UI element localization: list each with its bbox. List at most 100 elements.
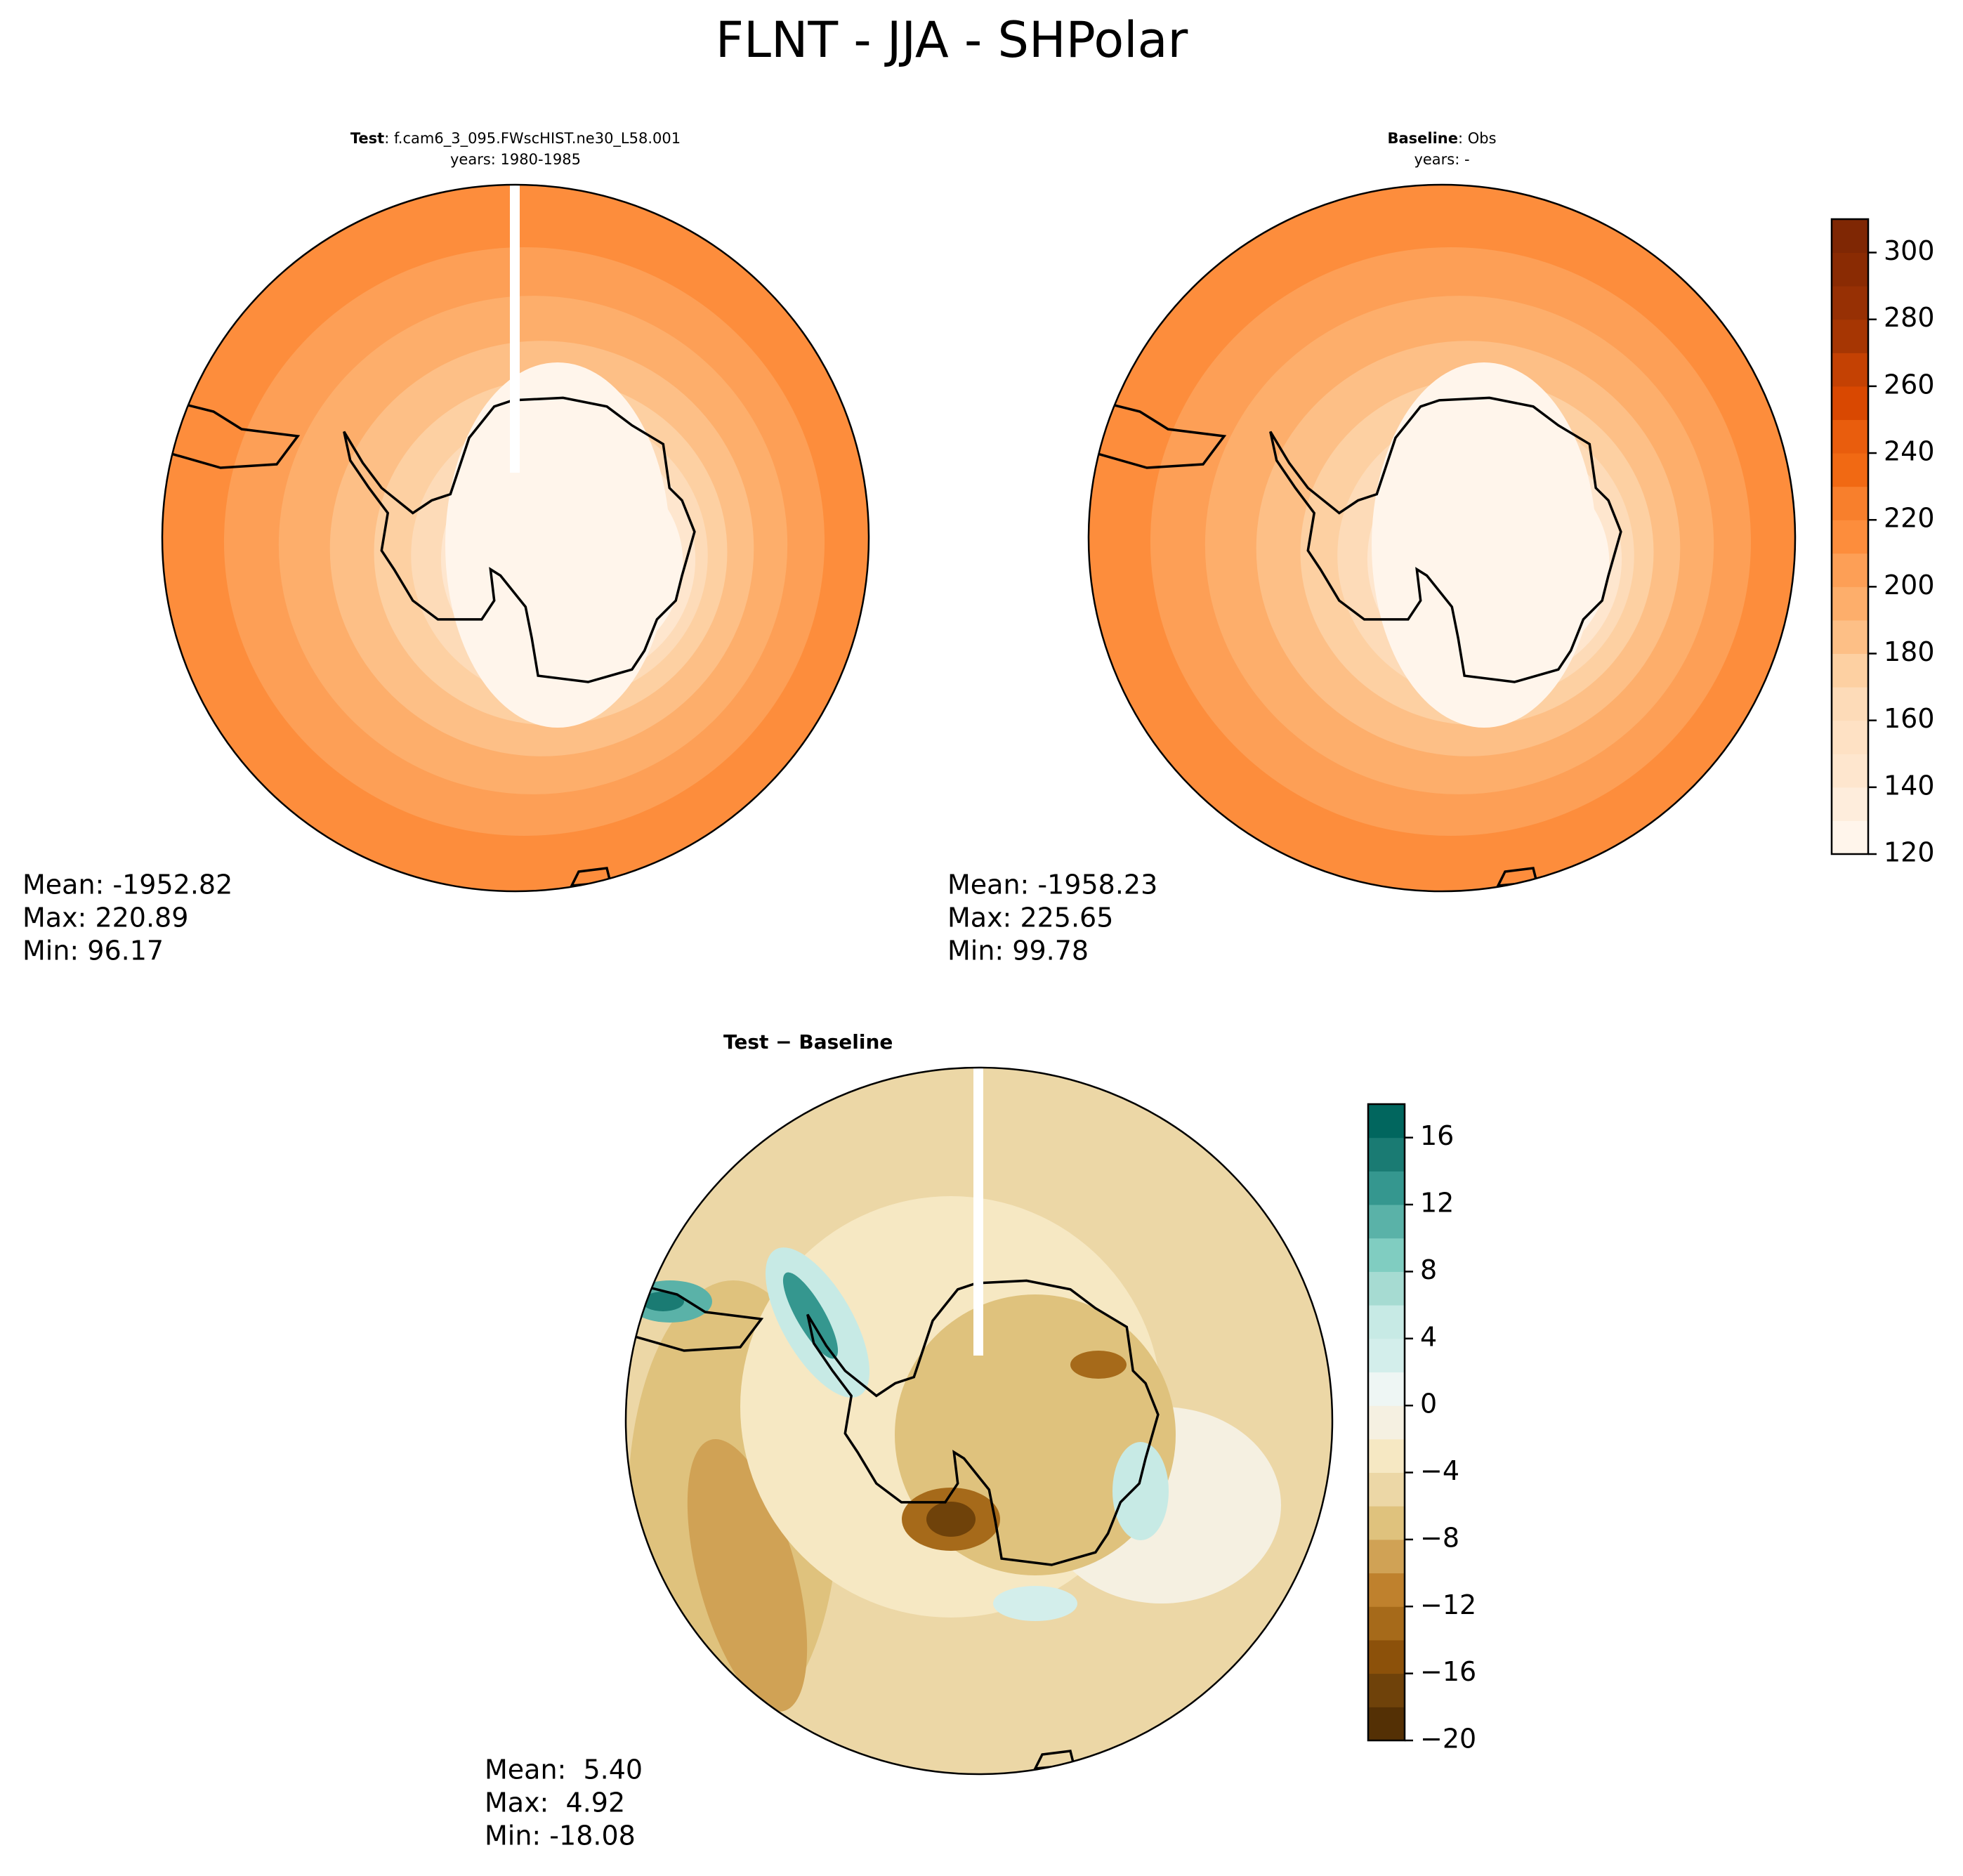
colorbar-band xyxy=(1368,1137,1405,1172)
colorbar-band xyxy=(1832,386,1868,420)
map-field xyxy=(1089,185,1795,891)
stat-label: Min: 99.78 xyxy=(947,936,1089,966)
map-boundary xyxy=(161,183,870,893)
stat-label: Max: 225.65 xyxy=(947,903,1113,933)
colorbar-tick-label: 300 xyxy=(1884,235,1935,266)
colorbar-tick-label: 280 xyxy=(1884,302,1935,333)
colorbar-band xyxy=(1368,1472,1405,1507)
colorbar-frame xyxy=(1830,218,1870,855)
panel-title-bold: Baseline xyxy=(1387,130,1458,147)
map-boundary xyxy=(1087,183,1797,893)
map-field xyxy=(162,185,869,891)
coastline xyxy=(170,399,301,469)
colorbar-tick-label: 200 xyxy=(1884,570,1935,601)
colorbar-band xyxy=(1368,1205,1405,1239)
colorbar-tick-label: 240 xyxy=(1884,436,1935,467)
coastline xyxy=(1269,396,1622,683)
panel-title-rest: : f.cam6_3_095.FWscHIST.ne30_L58.001 xyxy=(384,130,681,147)
colorbar-tick-label: 8 xyxy=(1420,1254,1437,1285)
colorbar-band xyxy=(1368,1405,1405,1440)
missing-strip xyxy=(510,185,520,473)
colorbar-tick-label: 120 xyxy=(1884,837,1935,868)
panel-title: Test − Baseline xyxy=(723,1030,893,1054)
colorbar-band xyxy=(1832,252,1868,287)
colorbar-band xyxy=(1832,553,1868,587)
colorbar-band xyxy=(1832,653,1868,688)
colorbar-band xyxy=(1368,1639,1405,1674)
colorbar-tick-label: 160 xyxy=(1884,703,1935,734)
colorbar-tick-label: 12 xyxy=(1420,1188,1454,1219)
colorbar-band xyxy=(1832,687,1868,721)
contour-band xyxy=(993,1586,1077,1621)
colorbar-band xyxy=(1368,1305,1405,1339)
map-boundary xyxy=(624,1066,1334,1776)
colorbar-tick-label: 16 xyxy=(1420,1120,1454,1151)
contour-band xyxy=(445,362,670,728)
colorbar-band xyxy=(1832,319,1868,353)
contour-band xyxy=(642,1292,684,1311)
contour-band xyxy=(1112,1442,1169,1540)
panel-title: Baseline: Obs xyxy=(1387,130,1496,147)
colorbar-band xyxy=(1832,619,1868,655)
colorbar-frame xyxy=(1367,1103,1406,1742)
contour-band xyxy=(1372,362,1596,728)
panel-years: years: 1980-1985 xyxy=(450,151,581,168)
colorbar-band xyxy=(1368,1171,1405,1205)
stat-label: Max: 4.92 xyxy=(485,1788,625,1818)
colorbar-band xyxy=(1368,1338,1405,1372)
colorbar-band xyxy=(1368,1438,1405,1474)
colorbar-band xyxy=(1832,520,1868,554)
coastline xyxy=(343,396,696,683)
colorbar-band xyxy=(1368,1539,1405,1574)
colorbar-band xyxy=(1832,453,1868,487)
colorbar-tick-label: 0 xyxy=(1420,1389,1437,1419)
colorbar-tick-label: 260 xyxy=(1884,369,1935,400)
contour-band xyxy=(1070,1351,1127,1379)
map-field xyxy=(626,1068,1332,1774)
colorbar-band xyxy=(1368,1707,1405,1741)
stat-label: Max: 220.89 xyxy=(22,903,188,933)
colorbar-band xyxy=(1832,820,1868,855)
contour-band xyxy=(926,1502,976,1537)
colorbar-tick-label: −16 xyxy=(1420,1656,1476,1687)
panel-title: Test: f.cam6_3_095.FWscHIST.ne30_L58.001 xyxy=(350,130,681,147)
coastline xyxy=(806,1279,1160,1566)
colorbar-tick-label: −20 xyxy=(1420,1724,1476,1754)
stat-label: Mean: 5.40 xyxy=(485,1754,643,1785)
colorbar-band xyxy=(1368,1606,1405,1641)
colorbar-band xyxy=(1368,1104,1405,1139)
panel-years: years: - xyxy=(1414,151,1469,168)
colorbar-band xyxy=(1368,1673,1405,1707)
colorbar-band xyxy=(1368,1238,1405,1272)
colorbar-tick-label: 140 xyxy=(1884,770,1935,801)
colorbar-tick-label: 220 xyxy=(1884,503,1935,534)
colorbar-tick-label: −8 xyxy=(1420,1522,1459,1553)
panel-title-rest: : Obs xyxy=(1458,130,1497,147)
stat-label: Min: 96.17 xyxy=(22,936,164,966)
colorbar-tick-label: 180 xyxy=(1884,636,1935,667)
contour-band xyxy=(782,1272,839,1359)
colorbar-band xyxy=(1368,1372,1405,1406)
colorbar-band xyxy=(1368,1271,1405,1306)
colorbar-band xyxy=(1832,219,1868,254)
colorbar-tick-label: −4 xyxy=(1420,1455,1459,1486)
coastline xyxy=(633,1282,764,1352)
colorbar-tick-label: 4 xyxy=(1420,1321,1437,1352)
colorbar-band xyxy=(1832,486,1868,520)
panel-title-bold: Test xyxy=(350,130,384,147)
colorbar-band xyxy=(1368,1506,1405,1540)
figure-title: FLNT - JJA - SHPolar xyxy=(716,11,1188,69)
stat-label: Min: -18.08 xyxy=(485,1821,636,1851)
colorbar-band xyxy=(1832,586,1868,621)
colorbar-band xyxy=(1368,1573,1405,1607)
colorbar-band xyxy=(1832,353,1868,387)
colorbar-band xyxy=(1832,787,1868,821)
contour-band xyxy=(687,1438,808,1712)
colorbar-band xyxy=(1832,286,1868,320)
stat-label: Mean: -1952.82 xyxy=(22,870,232,900)
colorbar-tick-label: −12 xyxy=(1420,1589,1476,1620)
missing-strip xyxy=(973,1068,983,1356)
stat-label: Mean: -1958.23 xyxy=(947,870,1157,900)
colorbar-band xyxy=(1832,720,1868,754)
